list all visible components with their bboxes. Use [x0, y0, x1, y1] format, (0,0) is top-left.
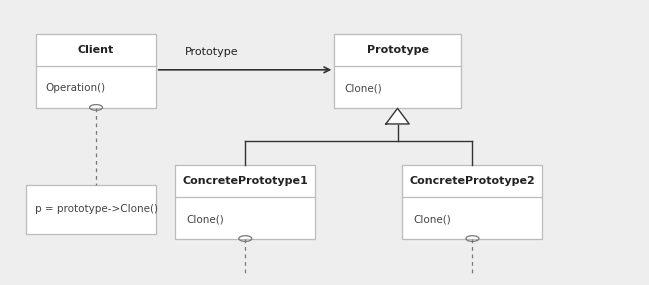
Text: ConcretePrototype2: ConcretePrototype2	[410, 176, 535, 186]
Bar	[334, 34, 461, 108]
Bar	[36, 34, 156, 108]
Polygon shape	[386, 108, 410, 124]
Text: p = prototype->Clone(): p = prototype->Clone()	[35, 204, 158, 215]
Bar	[402, 165, 542, 239]
Text: Clone(): Clone()	[413, 214, 451, 224]
Text: Clone(): Clone()	[186, 214, 224, 224]
Bar	[26, 185, 156, 234]
Text: Client: Client	[78, 45, 114, 55]
Text: Clone(): Clone()	[345, 83, 382, 93]
Text: ConcretePrototype1: ConcretePrototype1	[182, 176, 308, 186]
Text: Prototype: Prototype	[367, 45, 428, 55]
Text: Prototype: Prototype	[185, 47, 239, 57]
Bar	[175, 165, 315, 239]
Text: Operation(): Operation()	[45, 83, 105, 93]
